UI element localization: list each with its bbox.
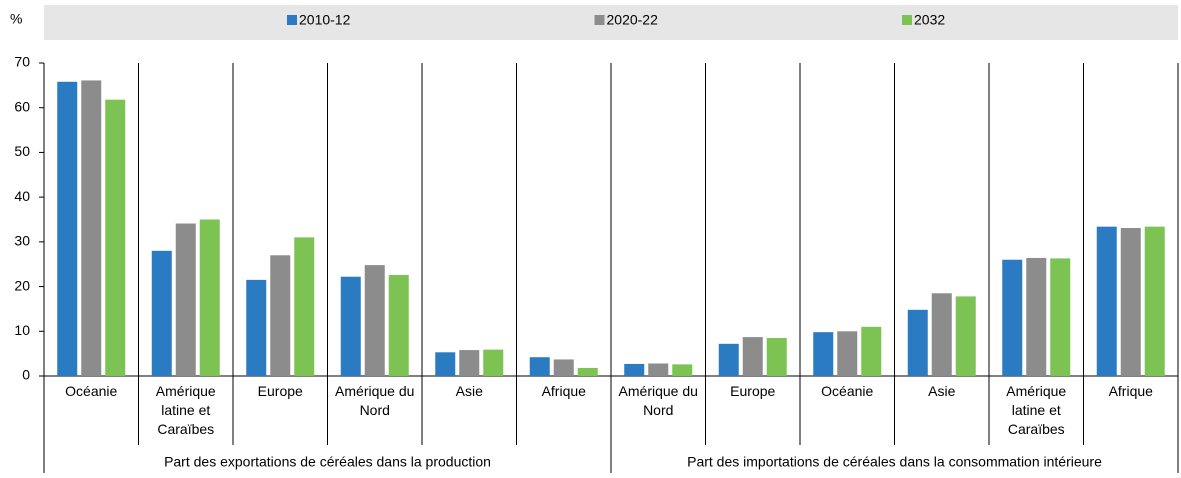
y-tick-label: 60 [14, 98, 30, 114]
bar [577, 367, 598, 376]
y-tick-label: 20 [14, 277, 30, 293]
bar [1144, 226, 1165, 376]
legend-band [44, 5, 1178, 40]
bar [81, 80, 102, 376]
x-tick-label: Asie [928, 383, 955, 399]
group-label: Part des importations de céréales dans l… [687, 454, 1102, 470]
bar [907, 309, 928, 376]
x-tick-label: Afrique [1109, 383, 1154, 399]
bar [459, 350, 480, 376]
bar [151, 250, 172, 376]
bar [742, 337, 763, 376]
bar [1002, 259, 1023, 376]
bar [246, 279, 267, 376]
bar [553, 359, 574, 376]
bar [388, 274, 409, 376]
bar [931, 293, 952, 376]
y-axis-label: % [10, 11, 22, 27]
y-tick-label: 50 [14, 143, 30, 159]
bar [1050, 258, 1071, 376]
bar [435, 352, 456, 376]
x-tick-label: Europe [730, 383, 775, 399]
bar [648, 363, 669, 376]
y-tick-label: 70 [14, 54, 30, 70]
y-tick-label: 0 [22, 367, 30, 383]
x-tick-label: Amérique du Nord [619, 383, 698, 418]
x-tick-label: Europe [258, 383, 303, 399]
bar [199, 219, 220, 376]
legend-swatch [594, 15, 605, 25]
bar [766, 337, 787, 376]
bar [57, 81, 78, 376]
legend-label: 2032 [914, 12, 945, 28]
bar [718, 343, 739, 376]
bar [1120, 227, 1141, 376]
x-tick-label: Asie [456, 383, 483, 399]
bar [175, 223, 196, 376]
legend-label: 2010-12 [299, 12, 351, 28]
legend-swatch [902, 15, 912, 25]
bar [105, 99, 126, 376]
bar [955, 296, 976, 376]
bar [340, 276, 361, 376]
bar [1096, 226, 1117, 376]
group-label: Part des exportations de céréales dans l… [164, 454, 491, 470]
y-tick-label: 30 [14, 233, 30, 249]
x-tick-label: Afrique [542, 383, 587, 399]
bar [837, 331, 858, 376]
bar [483, 349, 504, 376]
x-tick-label: Amérique du Nord [335, 383, 414, 418]
x-tick-label: Océanie [821, 383, 873, 399]
x-tick-label: Océanie [65, 383, 117, 399]
x-tick-label: Amérique latine et Caraïbes [156, 383, 216, 437]
bar [1026, 257, 1047, 376]
bar [294, 237, 315, 376]
legend-label: 2020-22 [607, 12, 659, 28]
legend-swatch [287, 15, 297, 25]
bar [270, 255, 291, 376]
bar [624, 363, 645, 376]
bar [861, 326, 882, 376]
bar [529, 357, 550, 376]
bar [813, 332, 834, 376]
bar [364, 265, 385, 376]
y-tick-label: 10 [14, 322, 30, 338]
bar [672, 364, 693, 376]
y-tick-label: 40 [14, 188, 30, 204]
x-tick-label: Amérique latine et Caraïbes [1006, 383, 1066, 437]
